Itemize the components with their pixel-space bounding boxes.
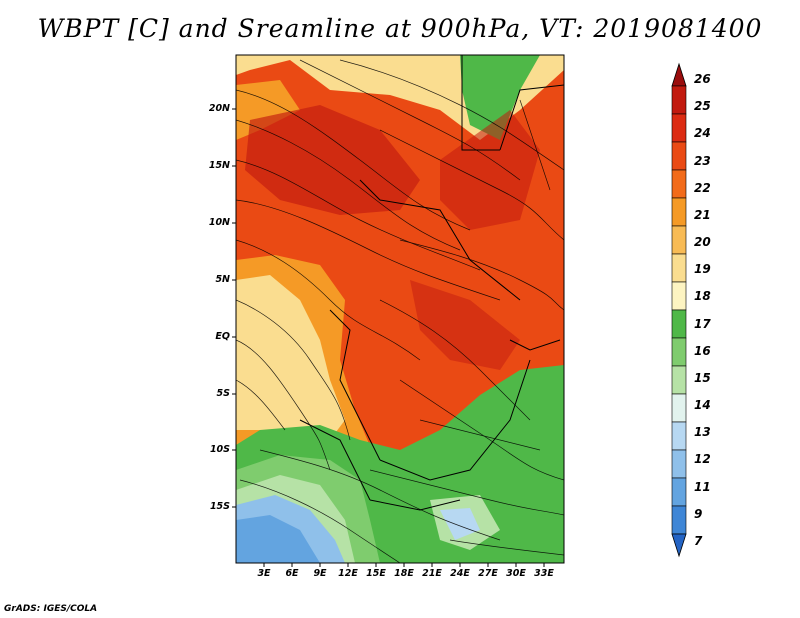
field-west-yellow [236, 275, 345, 440]
colorbar-label: 11 [694, 479, 711, 494]
colorbar-swatch [671, 421, 687, 451]
colorbar-label: 24 [694, 126, 711, 141]
lat-label: 15N [208, 160, 230, 171]
streamlines [236, 59, 564, 563]
colorbar-label: 15 [694, 370, 711, 385]
colorbar-label: 7 [694, 534, 703, 548]
colorbar-swatch [671, 141, 687, 171]
wbpt-field [236, 55, 564, 563]
colorbar-label: 20 [694, 235, 711, 250]
lat-label: 5S [216, 388, 230, 399]
lat-label: 20N [208, 103, 230, 114]
colorbar-label: 17 [694, 316, 711, 331]
page-title: WBPT [C] and Sreamline at 900hPa, VT: 20… [37, 14, 763, 43]
colorbar-cap-bottom [671, 533, 687, 558]
colorbar-swatch [671, 449, 687, 479]
colorbar-label: 18 [694, 289, 711, 304]
lon-label: 6E [285, 568, 299, 579]
lon-ticks [263, 563, 545, 567]
field-core-2 [440, 110, 540, 230]
colorbar-label: 19 [694, 262, 711, 277]
lon-label: 18E [394, 568, 414, 579]
field-sw-deepblue [236, 515, 320, 563]
colorbar-swatch [671, 281, 687, 311]
colorbar-label: 25 [694, 99, 711, 114]
lon-label: 24E [450, 568, 470, 579]
lat-label: 10N [208, 217, 230, 228]
colorbar-label: 13 [694, 425, 711, 440]
colorbar-swatch [671, 309, 687, 339]
lon-label: 9E [313, 568, 327, 579]
colorbar [671, 62, 687, 558]
colorbar-label: 21 [694, 207, 711, 222]
lon-label: 3E [257, 568, 271, 579]
lon-label: 15E [366, 568, 386, 579]
colorbar-swatch [671, 337, 687, 367]
field-se-blue [440, 508, 480, 540]
colorbar-label: 26 [694, 72, 711, 86]
field-core-1 [245, 105, 420, 215]
colorbar-swatch [671, 113, 687, 143]
colorbar-swatch [671, 85, 687, 115]
colorbar-swatch [671, 197, 687, 227]
colorbar-swatch [671, 253, 687, 283]
colorbar-label: 12 [694, 452, 711, 467]
field-core-3 [410, 280, 520, 370]
lon-label: 12E [338, 568, 358, 579]
colorbar-swatch [671, 393, 687, 423]
colorbar-label: 9 [694, 506, 703, 521]
colorbar-swatch [671, 225, 687, 255]
map-frame [235, 54, 565, 564]
colorbar-label: 22 [694, 180, 711, 195]
colorbar-label: 23 [694, 153, 711, 168]
lat-label: EQ [215, 331, 230, 342]
footer-credit: GrADS: IGES/COLA [4, 604, 98, 614]
lon-label: 27E [478, 568, 498, 579]
lat-label: 5N [215, 274, 230, 285]
lat-label: 15S [209, 501, 230, 512]
field-north-green [460, 55, 540, 140]
lon-label: 33E [534, 568, 554, 579]
colorbar-swatch [671, 169, 687, 199]
colorbar-cap-top [671, 62, 687, 87]
colorbar-label: 14 [694, 398, 711, 413]
colorbar-label: 16 [694, 343, 711, 358]
lat-ticks [232, 108, 236, 508]
country-borders [299, 55, 564, 511]
lon-label: 21E [422, 568, 442, 579]
colorbar-swatch [671, 365, 687, 395]
lat-label: 10S [209, 444, 230, 455]
lon-label: 30E [506, 568, 526, 579]
colorbar-swatch [671, 477, 687, 507]
colorbar-swatch [671, 505, 687, 535]
